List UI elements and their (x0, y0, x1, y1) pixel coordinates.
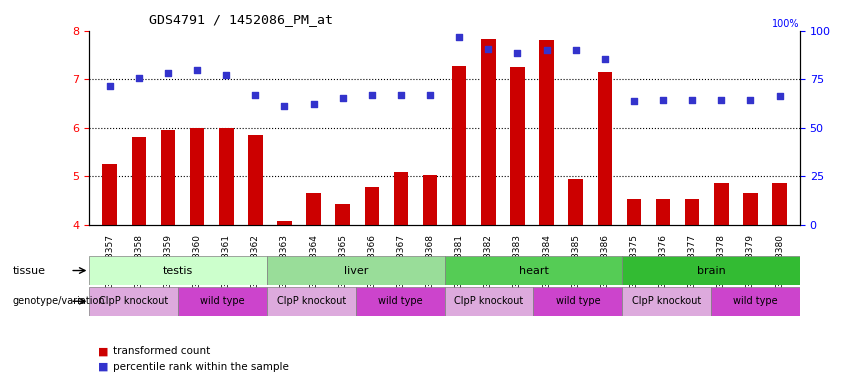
Bar (364, 187, 380, 225)
Text: ■: ■ (98, 346, 108, 356)
Point (453, 33, 466, 40)
Point (336, 94, 350, 101)
Bar (626, 199, 641, 225)
Point (685, 96, 699, 103)
Bar (356, 287, 444, 316)
Bar (685, 199, 700, 225)
Bar (772, 184, 787, 225)
Bar (248, 135, 263, 225)
Bar (540, 40, 554, 225)
Text: GDS4791 / 1452086_PM_at: GDS4791 / 1452086_PM_at (149, 13, 333, 26)
Bar (568, 179, 583, 225)
Text: wild type: wild type (556, 296, 600, 306)
Point (627, 98, 641, 104)
Bar (444, 256, 622, 285)
Point (132, 75, 146, 81)
Bar (423, 175, 437, 225)
Point (773, 93, 786, 99)
Bar (190, 128, 204, 225)
Bar (277, 221, 292, 225)
Bar (452, 66, 466, 225)
Text: ■: ■ (98, 362, 108, 372)
Text: ClpP knockout: ClpP knockout (632, 296, 701, 306)
Bar (711, 287, 800, 316)
Point (191, 68, 204, 74)
Point (744, 96, 757, 103)
Bar (622, 256, 800, 285)
Bar (510, 67, 525, 225)
Bar (89, 256, 267, 285)
Bar (534, 287, 622, 316)
Point (277, 103, 291, 109)
Bar (306, 193, 321, 225)
Point (103, 83, 117, 89)
Point (540, 47, 553, 53)
Bar (743, 193, 757, 225)
Point (307, 101, 321, 108)
Text: wild type: wild type (200, 296, 245, 306)
Text: transformed count: transformed count (113, 346, 210, 356)
Point (365, 92, 379, 98)
Text: 100%: 100% (773, 19, 800, 29)
Point (482, 46, 495, 52)
Text: wild type: wild type (734, 296, 778, 306)
Point (598, 56, 612, 62)
Point (715, 96, 728, 103)
Bar (89, 287, 178, 316)
Point (394, 92, 408, 98)
Bar (394, 172, 408, 225)
Text: liver: liver (344, 265, 368, 276)
Bar (219, 128, 233, 225)
Text: wild type: wild type (378, 296, 423, 306)
Point (161, 70, 174, 76)
Text: tissue: tissue (13, 265, 46, 276)
Text: brain: brain (697, 265, 726, 276)
Text: genotype/variation: genotype/variation (13, 296, 106, 306)
Point (568, 47, 582, 53)
Bar (622, 287, 711, 316)
Bar (178, 287, 267, 316)
Bar (335, 204, 350, 225)
Bar (597, 72, 612, 225)
Bar (481, 40, 495, 225)
Bar (714, 184, 728, 225)
Text: percentile rank within the sample: percentile rank within the sample (113, 362, 289, 372)
Bar (132, 137, 146, 225)
Bar (102, 164, 117, 225)
Bar (267, 287, 356, 316)
Point (220, 72, 233, 78)
Bar (656, 199, 671, 225)
Text: ClpP knockout: ClpP knockout (277, 296, 346, 306)
Point (511, 50, 524, 56)
Text: ClpP knockout: ClpP knockout (100, 296, 168, 306)
Bar (267, 256, 444, 285)
Bar (444, 287, 534, 316)
Text: ClpP knockout: ClpP knockout (454, 296, 523, 306)
Point (248, 92, 262, 98)
Text: heart: heart (518, 265, 548, 276)
Point (423, 92, 437, 98)
Point (656, 96, 670, 103)
Bar (161, 130, 175, 225)
Text: testis: testis (163, 265, 193, 276)
